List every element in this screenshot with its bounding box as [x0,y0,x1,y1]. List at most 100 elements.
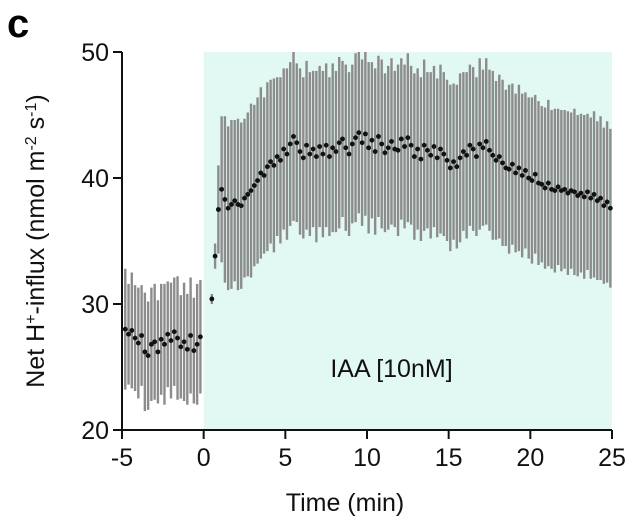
data-point [291,134,296,139]
data-point [162,341,167,347]
data-point [389,139,394,144]
data-point [284,151,290,157]
data-point [496,154,502,159]
panel-label: c [7,2,29,46]
data-point [526,175,532,181]
data-point [405,135,411,141]
data-point [539,181,545,187]
data-point [152,339,158,345]
data-point [261,173,267,178]
data-point [421,142,427,148]
data-point [493,157,499,163]
data-point [487,147,492,153]
data-point [248,188,254,194]
x-tick-label: 20 [516,444,544,472]
data-point [552,188,558,194]
data-points [122,130,613,359]
data-point [198,334,203,340]
data-point [212,253,218,259]
data-point [258,170,264,176]
data-point [175,335,180,341]
data-point [343,145,349,151]
data-point [313,154,319,159]
data-point [451,159,456,165]
data-point [129,328,135,333]
data-point [532,171,538,177]
data-point [245,191,251,197]
data-point [251,183,257,188]
data-point [601,203,607,209]
x-tick-label: 25 [598,444,626,472]
data-point [165,331,171,337]
data-point [122,326,128,332]
x-tick-label: 0 [197,444,211,472]
data-point [232,198,238,204]
data-point [323,142,329,148]
data-point [168,338,174,343]
data-point [171,329,177,335]
data-point [372,149,378,154]
data-point [142,349,148,355]
data-point [126,331,131,337]
data-point [483,139,489,144]
data-point [470,146,476,152]
data-point [509,161,515,167]
data-point [149,341,154,347]
data-point [139,333,145,338]
data-point [300,155,306,161]
data-point [191,348,197,354]
y-tick-label: 40 [81,165,109,193]
data-point [591,191,597,197]
data-point [431,144,437,149]
x-tick-label: 15 [435,444,463,472]
y-tick-label: 30 [81,291,109,319]
data-point [359,140,365,146]
x-tick-label: 5 [278,444,292,472]
data-point [145,353,151,359]
data-point [444,157,450,163]
data-point [281,146,287,152]
data-point [320,151,326,157]
data-point [349,141,355,147]
data-point [523,168,528,173]
data-point [255,178,260,183]
data-point [588,195,594,201]
data-point [565,190,571,196]
data-point [353,135,358,141]
data-point [366,145,372,151]
y-tick-label: 20 [81,417,109,445]
data-point [467,142,473,148]
x-axis-ticks: -5 0 5 10 15 20 25 [111,430,626,472]
data-point [408,142,414,148]
data-point [268,159,274,165]
data-point [209,296,215,302]
data-point [447,165,453,171]
y-tick-label: 50 [81,39,109,67]
data-point [434,155,440,161]
data-point [578,190,584,196]
data-point [477,141,483,147]
data-point [555,184,561,190]
y-axis-ticks: 20 30 40 50 [81,39,122,445]
data-point [428,152,434,158]
data-point [327,154,332,159]
data-point [294,140,300,146]
x-axis-title: Time (min) [286,489,405,517]
data-point [238,203,244,209]
data-point [278,157,283,163]
data-point [307,151,313,157]
data-point [411,154,417,159]
data-point [158,336,164,342]
data-point [181,339,187,345]
data-point [287,141,293,147]
data-point [132,335,138,341]
data-point [425,147,430,153]
data-point [572,189,577,195]
data-point [581,194,587,200]
data-point [333,149,339,154]
data-point [594,198,600,204]
data-point [438,146,443,152]
data-point [225,205,231,211]
data-point [457,155,463,161]
